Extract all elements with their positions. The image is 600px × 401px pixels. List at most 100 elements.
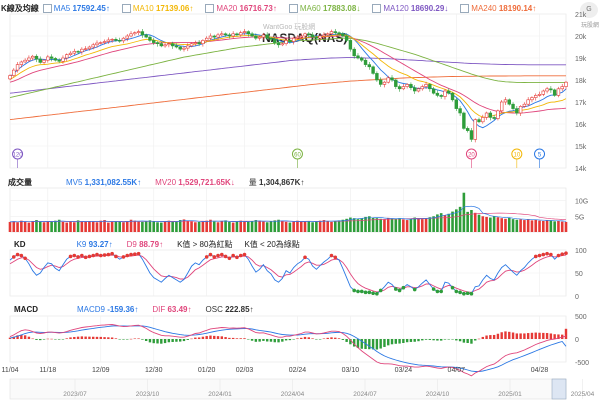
volume-bar — [341, 219, 345, 232]
osc-bar — [402, 339, 405, 344]
volume-bar — [246, 221, 250, 232]
candle-body — [99, 42, 103, 44]
volume-bar — [95, 222, 99, 232]
volume-bar — [379, 218, 382, 232]
navigator-tick-label: 2023/10 — [136, 391, 160, 398]
volume-bar — [296, 220, 299, 232]
volume-bar — [458, 206, 462, 232]
osc-bar — [216, 336, 220, 339]
kd-tick-label: 50 — [575, 271, 583, 278]
kd-overbought-dot — [87, 254, 92, 259]
volume-bar — [110, 221, 114, 232]
osc-bar — [137, 338, 140, 339]
volume-bar — [265, 222, 269, 232]
candle-body — [239, 32, 243, 36]
volume-bar — [398, 218, 401, 232]
volume-bar — [538, 220, 541, 232]
osc-bar — [88, 336, 91, 339]
kd-overbought-dot — [223, 254, 228, 259]
candle-body — [288, 40, 292, 42]
candle-body — [534, 95, 538, 98]
volume-bar — [447, 213, 451, 232]
volume-bar — [299, 221, 303, 232]
volume-bar — [159, 222, 163, 232]
osc-bar — [171, 339, 174, 342]
candle-body — [125, 35, 129, 39]
osc-bar — [315, 339, 318, 340]
volume-bar — [303, 221, 307, 232]
volume-bar — [424, 218, 428, 232]
candle-body — [87, 46, 92, 50]
candle-body — [174, 45, 179, 48]
volume-bar — [549, 220, 553, 232]
macd-legend-items: MACD9 -159.36↑ DIF 63.49↑ OSC 222.85↑ — [77, 305, 268, 314]
candle-body — [473, 119, 477, 140]
volume-bar — [485, 216, 488, 232]
osc-bar — [500, 332, 503, 339]
volume-bar — [54, 220, 57, 232]
volume-bar — [205, 220, 208, 232]
price-tick-label: 20k — [575, 34, 587, 41]
osc-bar — [31, 338, 34, 340]
volume-legend-mv20-value: 1,529,721.65K↓ — [178, 177, 235, 187]
osc-bar — [405, 339, 409, 343]
candle-body — [371, 66, 375, 74]
osc-bar — [220, 336, 224, 339]
volume-bar — [284, 221, 288, 232]
navigator-tick-label: 2025/04 — [571, 391, 595, 398]
volume-tick-label: 5G — [575, 214, 584, 221]
price-legend-ma120-checkbox[interactable] — [372, 3, 382, 13]
osc-bar — [288, 339, 292, 341]
osc-bar — [387, 339, 390, 346]
price-legend-ma60-checkbox[interactable] — [288, 3, 298, 13]
osc-bar — [156, 339, 159, 344]
kd-legend-d9-label: D9 88.79↑ — [127, 240, 163, 249]
price-legend-ma240-checkbox[interactable] — [460, 3, 470, 13]
price-legend-ma20-checkbox[interactable] — [205, 3, 215, 13]
macd-legend-osc-label: OSC 222.85↑ — [206, 305, 254, 314]
candle-body — [526, 99, 530, 105]
volume-bar — [326, 221, 330, 232]
candle-body — [348, 40, 353, 50]
volume-bar — [220, 221, 224, 232]
candle-body — [61, 57, 65, 62]
osc-bar — [417, 339, 420, 342]
candle-body — [500, 101, 504, 112]
kd-overbought-dot — [129, 252, 133, 257]
osc-bar — [485, 335, 488, 339]
volume-bar — [269, 221, 273, 232]
wantgoo-logo-icon[interactable]: G — [580, 2, 598, 18]
price-legend-ma10-checkbox[interactable] — [121, 3, 131, 13]
volume-bar — [345, 218, 348, 232]
marker-5-label: 5 — [538, 153, 542, 159]
price-legend-ma5-checkbox[interactable] — [42, 3, 52, 13]
kd-overbought-dot — [216, 253, 220, 258]
candle-body — [409, 84, 413, 89]
candle-body — [80, 48, 84, 53]
osc-bar — [534, 332, 537, 339]
volume-bar — [489, 217, 492, 232]
candle-body — [295, 36, 300, 39]
price-panel-frame — [9, 13, 567, 169]
volume-bar — [258, 220, 261, 232]
osc-bar — [284, 339, 288, 341]
price-tick-label: 19k — [575, 56, 587, 63]
osc-bar — [114, 338, 118, 339]
kd-overbought-dot — [121, 255, 126, 259]
candle-body — [469, 130, 474, 140]
kd-oversold-dot — [458, 290, 462, 295]
marker-5-badge — [534, 148, 546, 160]
candle-body — [341, 33, 345, 37]
volume-bar — [231, 222, 235, 232]
candle-body — [34, 55, 39, 60]
volume-bar — [311, 222, 314, 232]
osc-bar — [65, 338, 68, 339]
marker-120-badge — [12, 148, 24, 160]
volume-bar — [42, 222, 46, 232]
candle-body — [12, 69, 16, 76]
candle-body — [352, 48, 356, 57]
osc-bar — [451, 339, 454, 340]
volume-bar — [250, 221, 254, 232]
kd-oversold-dot — [462, 291, 466, 296]
